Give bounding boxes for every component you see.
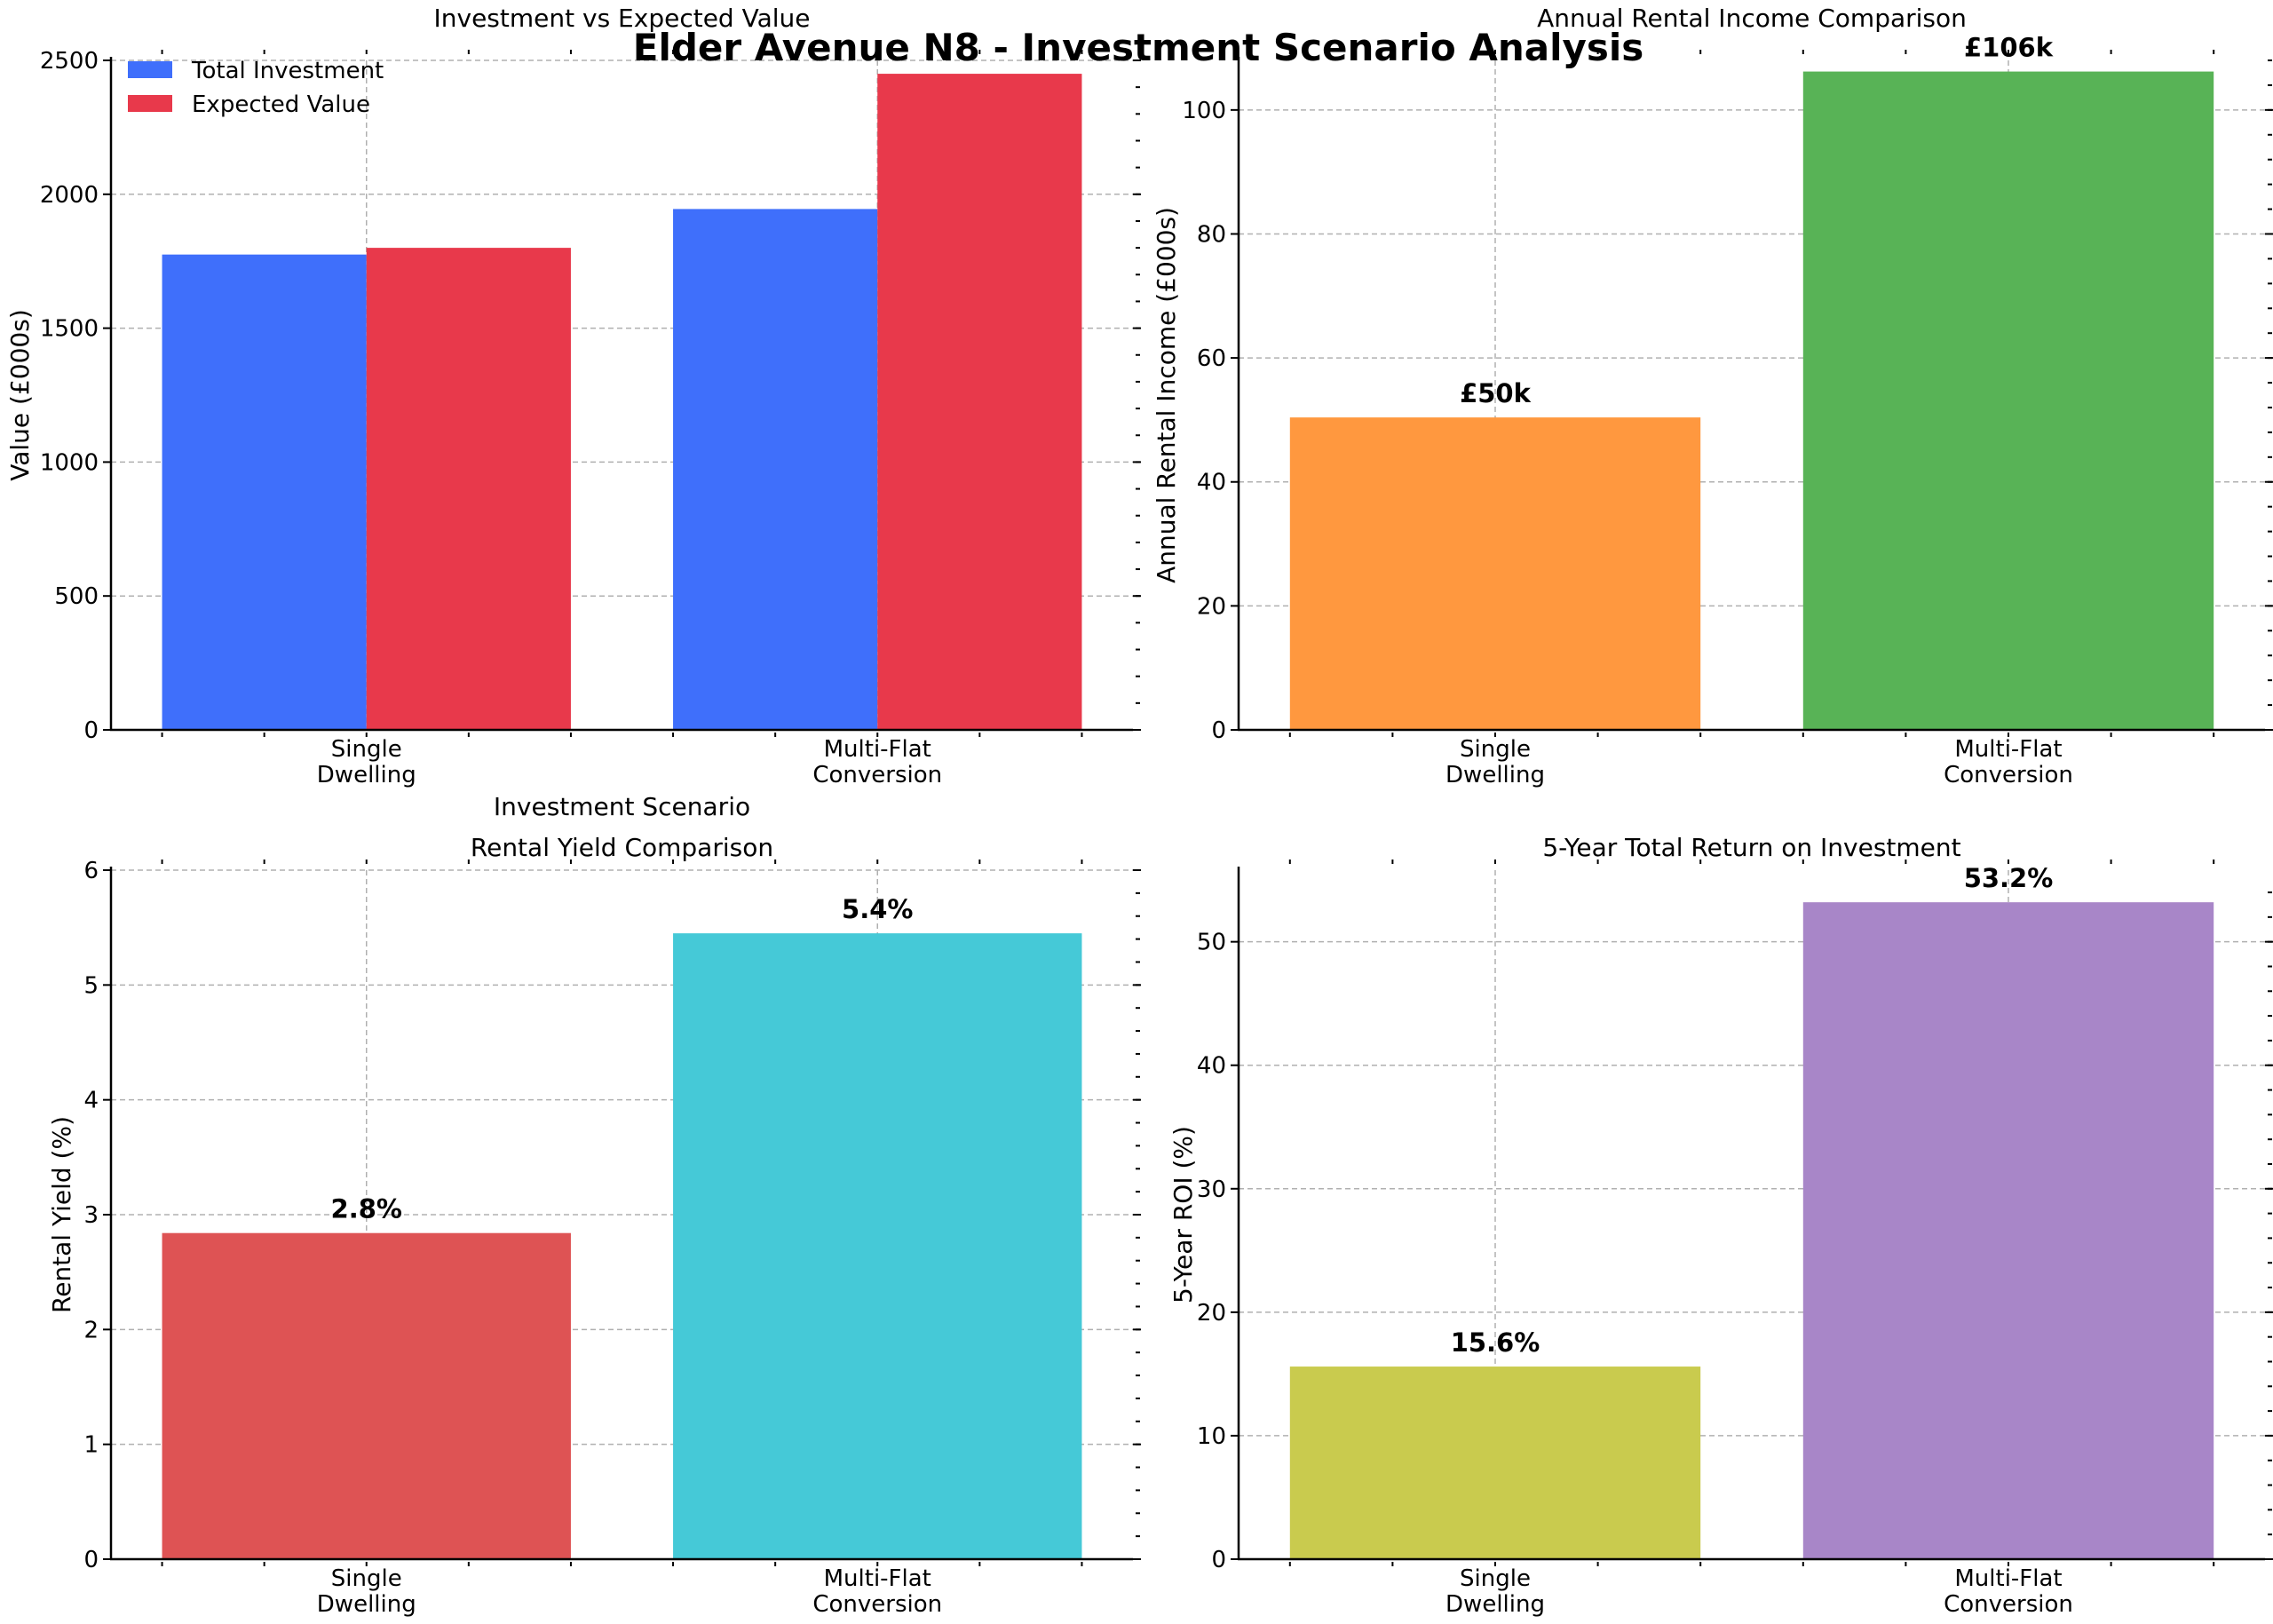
- x-tick-label: Conversion: [1944, 1591, 2073, 1618]
- x-tick-label: Conversion: [812, 762, 942, 788]
- y-tick-label: 30: [1197, 1176, 1226, 1203]
- x-tick-label: Single: [1460, 736, 1531, 763]
- bar-expected-value: [877, 74, 1082, 730]
- y-tick-label: 20: [1197, 1300, 1226, 1327]
- y-tick-label: 20: [1197, 593, 1226, 620]
- x-tick-label: Single: [1460, 1565, 1531, 1592]
- data-label: £50k: [1460, 378, 1532, 408]
- data-label: 5.4%: [842, 894, 913, 924]
- bar-total-investment: [162, 254, 367, 730]
- y-tick-label: 6: [83, 858, 99, 884]
- data-label: £106k: [1964, 33, 2054, 63]
- y-axis-label: Rental Yield (%): [47, 1116, 76, 1313]
- y-tick-label: 0: [83, 717, 99, 744]
- y-tick-label: 0: [1211, 1547, 1226, 1573]
- x-tick-label: Conversion: [812, 1591, 942, 1618]
- bar: [1802, 71, 2214, 731]
- panel-title: 5-Year Total Return on Investment: [1542, 833, 1960, 862]
- y-tick-label: 60: [1197, 345, 1226, 372]
- bar: [1289, 417, 1701, 730]
- y-tick-label: 1: [83, 1432, 99, 1459]
- y-axis-label: Value (£000s): [5, 309, 35, 480]
- data-label: 2.8%: [331, 1194, 402, 1224]
- x-tick-label: Single: [331, 1565, 402, 1592]
- legend-swatch: [128, 95, 172, 112]
- panel-title: Annual Rental Income Comparison: [1537, 4, 1967, 33]
- y-tick-label: 100: [1182, 98, 1226, 124]
- x-tick-label: Conversion: [1944, 762, 2073, 788]
- bar: [162, 1232, 571, 1559]
- x-tick-label: Multi-Flat: [824, 736, 931, 763]
- x-tick-label: Dwelling: [317, 762, 416, 788]
- panel-title: Rental Yield Comparison: [471, 833, 773, 862]
- y-axis-label: 5-Year ROI (%): [1168, 1126, 1198, 1303]
- y-tick-label: 4: [83, 1088, 99, 1114]
- legend-entry: Total Investment: [191, 58, 384, 84]
- y-tick-label: 5: [83, 972, 99, 999]
- bar: [1802, 902, 2214, 1559]
- y-tick-label: 50: [1197, 930, 1226, 956]
- y-tick-label: 500: [54, 583, 99, 610]
- bar: [1289, 1367, 1701, 1559]
- legend-entry: Expected Value: [192, 91, 370, 118]
- panel-title: Investment vs Expected Value: [434, 4, 811, 33]
- y-tick-label: 40: [1197, 470, 1226, 496]
- y-tick-label: 1000: [40, 449, 99, 476]
- data-label: 53.2%: [1964, 863, 2054, 893]
- y-tick-label: 1500: [40, 316, 99, 343]
- y-tick-label: 2000: [40, 182, 99, 209]
- y-tick-label: 2500: [40, 48, 99, 75]
- bar-total-investment: [673, 209, 878, 730]
- y-tick-label: 0: [83, 1547, 99, 1573]
- y-tick-label: 80: [1197, 221, 1226, 248]
- bar: [673, 933, 1082, 1559]
- legend-swatch: [128, 61, 172, 78]
- y-tick-label: 2: [83, 1317, 99, 1343]
- x-tick-label: Multi-Flat: [1954, 1565, 2062, 1592]
- data-label: 15.6%: [1451, 1327, 1540, 1358]
- figure-title: Elder Avenue N8 - Investment Scenario An…: [633, 26, 1644, 69]
- x-tick-label: Dwelling: [1445, 1591, 1545, 1618]
- y-tick-label: 0: [1211, 717, 1226, 744]
- bar-expected-value: [366, 248, 571, 730]
- y-tick-label: 10: [1197, 1423, 1226, 1450]
- x-axis-label: Investment Scenario: [494, 792, 750, 821]
- y-tick-label: 3: [83, 1202, 99, 1229]
- x-tick-label: Multi-Flat: [824, 1565, 931, 1592]
- x-tick-label: Multi-Flat: [1954, 736, 2062, 763]
- y-tick-label: 40: [1197, 1053, 1226, 1080]
- y-axis-label: Annual Rental Income (£000s): [1152, 207, 1181, 583]
- x-tick-label: Single: [331, 736, 402, 763]
- x-tick-label: Dwelling: [317, 1591, 416, 1618]
- x-tick-label: Dwelling: [1445, 762, 1545, 788]
